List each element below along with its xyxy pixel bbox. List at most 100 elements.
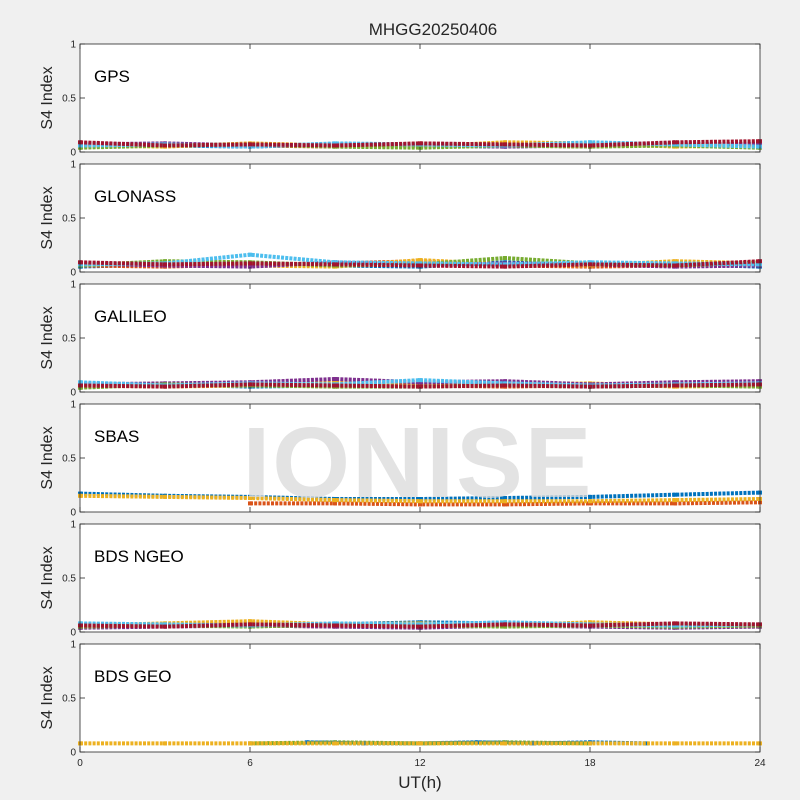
data-point <box>503 620 507 625</box>
data-point <box>248 144 252 149</box>
data-point <box>304 740 309 745</box>
data-point <box>418 263 422 268</box>
series-group <box>78 252 762 269</box>
y-tick-label: 0.5 <box>62 214 76 225</box>
axes-background <box>80 404 760 512</box>
data-point <box>248 619 252 624</box>
system-label: GALILEO <box>94 307 167 326</box>
y-tick-label: 1 <box>70 400 76 411</box>
data-point <box>673 498 677 503</box>
y-axis-label: S4 Index <box>39 426 56 489</box>
data-point <box>248 622 252 627</box>
data-point <box>673 140 677 145</box>
y-tick-label: 0 <box>70 148 76 159</box>
data-point <box>248 741 252 746</box>
data-point <box>673 259 677 264</box>
data-point <box>418 378 422 383</box>
y-tick-label: 1 <box>70 640 76 651</box>
data-point <box>503 624 507 629</box>
data-point <box>588 143 592 148</box>
data-point <box>163 624 167 629</box>
panel-bds-geo: 0 0.5 1 0 6 12 18 24 S4 Index BDS GEO <box>39 640 766 770</box>
data-point <box>163 494 167 499</box>
data-point <box>163 622 167 627</box>
data-point <box>503 142 507 147</box>
data-point <box>163 143 167 148</box>
y-tick-label: 0.5 <box>62 574 76 585</box>
panels: 0 0.5 1 S4 Index GPS 0 0.5 1 S4 Index GLONASS 0 0.5… <box>39 40 766 770</box>
data-point <box>333 498 337 503</box>
data-point <box>333 141 337 146</box>
data-point <box>418 499 422 504</box>
data-point <box>673 383 677 388</box>
watermark-text: IONISE <box>243 407 594 519</box>
data-point <box>163 384 167 389</box>
data-point <box>418 622 422 627</box>
series-group <box>78 619 762 630</box>
data-point <box>418 497 422 501</box>
panel-bds-ngeo: 0 0.5 1 S4 Index BDS NGEO <box>39 520 762 639</box>
data-point <box>503 741 507 746</box>
data-point <box>588 499 592 504</box>
axes-background <box>80 284 760 392</box>
data-point <box>418 502 422 507</box>
data-point <box>418 380 422 385</box>
axes-background <box>80 164 760 272</box>
series-group <box>78 740 762 746</box>
data-point <box>503 264 507 269</box>
y-axis-label: S4 Index <box>39 66 56 129</box>
data-point <box>333 501 337 506</box>
data-point <box>418 384 422 389</box>
data-point <box>673 263 677 268</box>
axes-background <box>80 44 760 152</box>
data-point <box>333 262 337 267</box>
data-point <box>531 741 536 746</box>
data-point <box>418 141 422 146</box>
data-point <box>588 501 592 506</box>
data-point <box>644 741 649 746</box>
data-point <box>333 143 337 148</box>
axes-background <box>80 644 760 752</box>
data-point <box>248 264 252 269</box>
data-point <box>163 741 167 746</box>
system-label: GLONASS <box>94 187 176 206</box>
y-axis-label: S4 Index <box>39 546 56 609</box>
data-point <box>673 142 677 147</box>
x-tick-label: 0 <box>77 758 83 769</box>
panel-galileo: 0 0.5 1 S4 Index GALILEO <box>39 280 762 399</box>
y-tick-label: 0 <box>70 268 76 279</box>
y-axis-label: S4 Index <box>39 306 56 369</box>
data-point <box>333 621 337 626</box>
x-tick-label: 12 <box>414 758 426 769</box>
data-point <box>248 252 252 257</box>
data-point <box>673 741 677 746</box>
data-point <box>503 499 507 504</box>
data-point <box>503 496 507 500</box>
data-point <box>163 259 167 264</box>
y-tick-label: 0.5 <box>62 454 76 465</box>
data-point <box>418 261 422 266</box>
system-label: BDS NGEO <box>94 547 184 566</box>
data-point <box>503 256 507 260</box>
data-point <box>333 380 337 385</box>
y-tick-label: 1 <box>70 160 76 171</box>
x-tick-label: 6 <box>247 758 253 769</box>
y-tick-label: 0 <box>70 628 76 639</box>
data-point <box>163 262 167 267</box>
data-point <box>588 262 592 267</box>
data-point <box>333 383 337 388</box>
data-point <box>673 623 677 628</box>
data-point <box>333 260 337 265</box>
data-point <box>588 260 592 265</box>
data-point <box>673 380 677 385</box>
data-point <box>248 382 252 387</box>
data-point <box>673 261 677 266</box>
y-axis-label: S4 Index <box>39 666 56 729</box>
y-tick-label: 1 <box>70 40 76 51</box>
chart-title: MHGG20250406 <box>369 20 498 39</box>
data-point <box>588 494 592 499</box>
data-point <box>333 741 337 746</box>
y-axis-label: S4 Index <box>39 186 56 249</box>
data-point <box>418 258 422 263</box>
